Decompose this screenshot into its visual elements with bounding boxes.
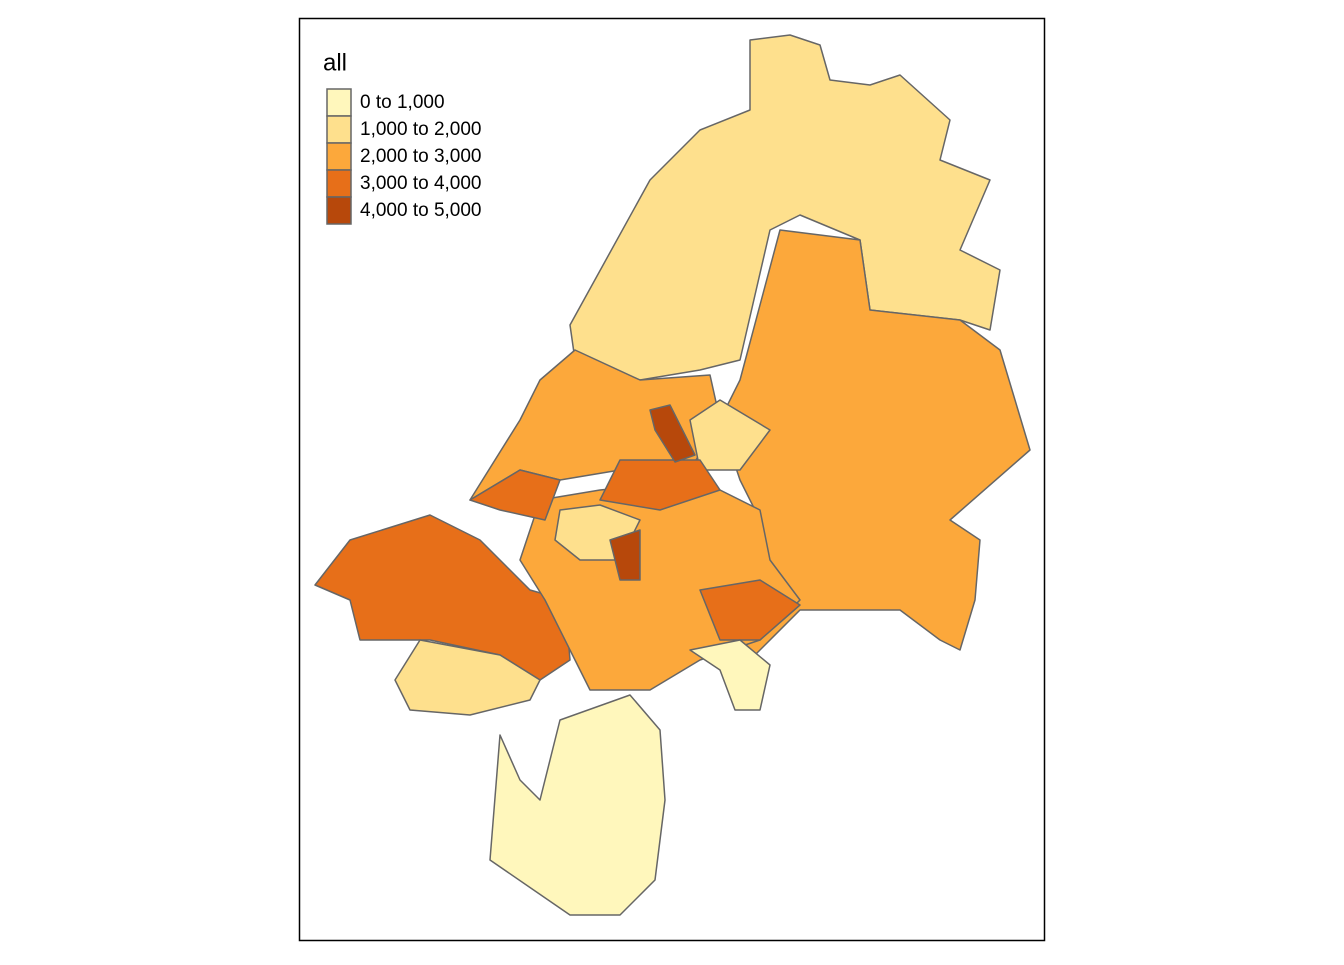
region xyxy=(569,34,1001,381)
region xyxy=(689,639,771,711)
legend-label: 3,000 to 4,000 xyxy=(360,173,482,194)
region xyxy=(489,694,666,916)
legend-label: 0 to 1,000 xyxy=(360,92,445,113)
region xyxy=(314,514,571,681)
legend-swatch xyxy=(326,169,352,198)
region xyxy=(609,529,641,581)
region xyxy=(599,459,721,511)
region xyxy=(649,404,696,463)
legend-label: 1,000 to 2,000 xyxy=(360,119,482,140)
region xyxy=(699,579,801,641)
legend-label: 2,000 to 3,000 xyxy=(360,146,482,167)
legend-title: all xyxy=(323,49,347,76)
legend-swatch xyxy=(326,88,352,117)
legend-swatch xyxy=(326,115,352,144)
legend-swatch xyxy=(326,196,352,225)
region xyxy=(394,639,541,716)
legend-label: 4,000 to 5,000 xyxy=(360,200,482,221)
region xyxy=(469,469,561,521)
legend-swatch xyxy=(326,142,352,171)
regions xyxy=(314,34,1031,916)
